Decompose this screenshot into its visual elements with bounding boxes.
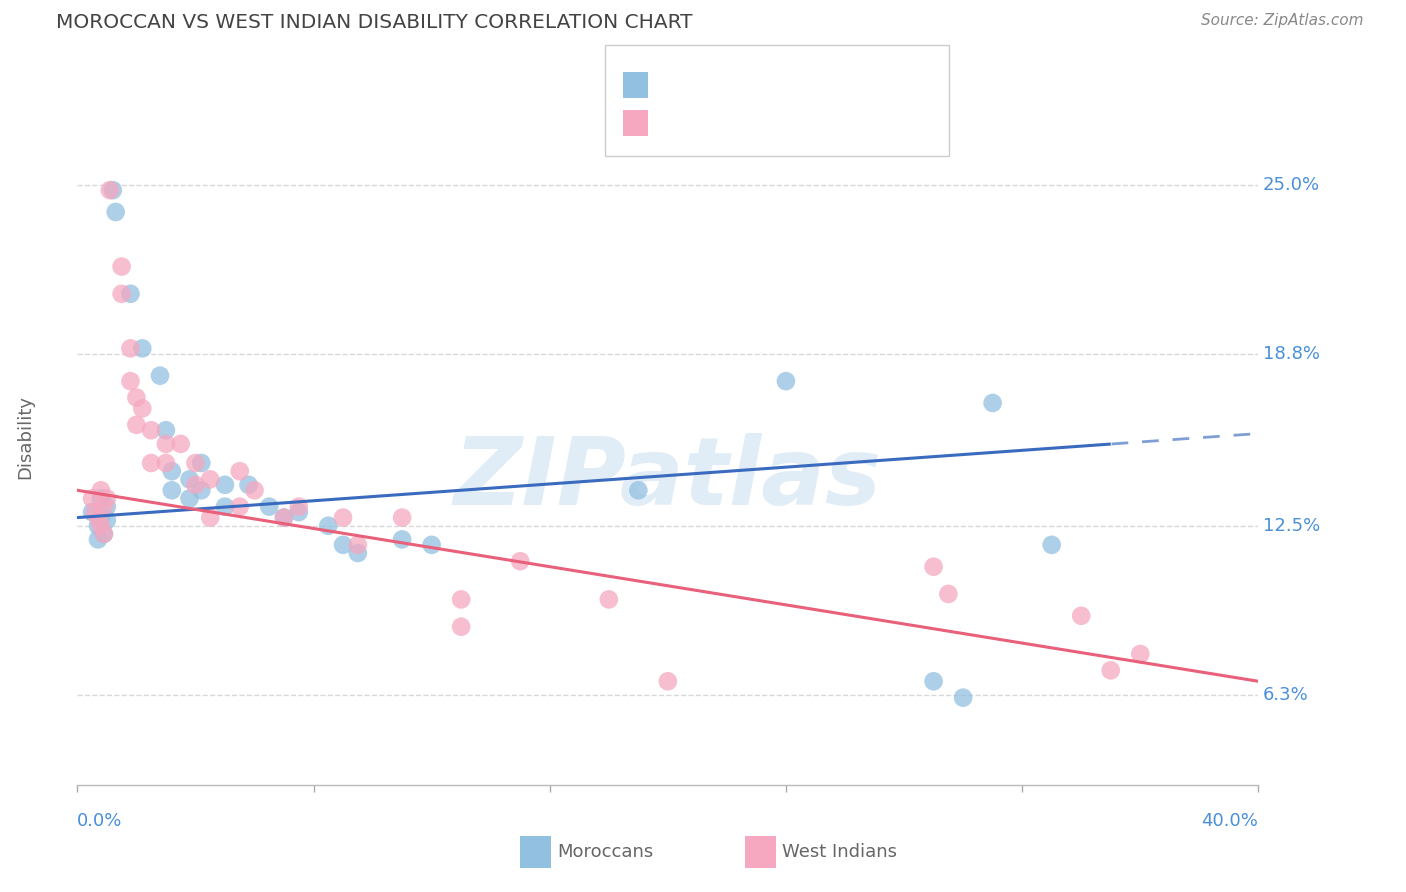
Point: [93, 500, 115, 514]
Point: [90, 510, 112, 524]
Point: [125, 391, 148, 405]
Point: [131, 342, 153, 356]
Point: [184, 478, 207, 492]
Text: R =: R =: [659, 114, 693, 132]
Text: West Indians: West Indians: [782, 843, 897, 861]
Point: [346, 546, 368, 560]
Point: [98, 183, 121, 197]
Text: Moroccans: Moroccans: [557, 843, 652, 861]
Text: 0.0%: 0.0%: [77, 812, 122, 830]
Point: [332, 510, 354, 524]
Text: 12.5%: 12.5%: [1263, 516, 1320, 535]
Point: [93, 527, 115, 541]
Point: [238, 478, 260, 492]
Point: [82, 505, 104, 519]
Point: [90, 483, 112, 498]
Point: [84, 505, 107, 519]
Point: [598, 592, 620, 607]
Point: [141, 456, 163, 470]
Point: [131, 401, 153, 416]
Text: R =: R =: [659, 76, 693, 94]
Point: [149, 368, 172, 383]
Point: [90, 518, 112, 533]
Point: [111, 260, 132, 274]
Point: [259, 500, 281, 514]
Point: [111, 286, 132, 301]
Point: [125, 417, 148, 432]
Point: [318, 518, 340, 533]
Point: [1040, 538, 1063, 552]
Point: [160, 464, 183, 478]
Point: [190, 483, 212, 498]
Point: [82, 491, 104, 506]
Text: N = 43: N = 43: [789, 114, 856, 132]
Point: [120, 286, 142, 301]
Point: [391, 510, 413, 524]
Point: [981, 396, 1004, 410]
Point: [155, 437, 177, 451]
Text: 6.3%: 6.3%: [1263, 686, 1309, 704]
Point: [420, 538, 443, 552]
Point: [332, 538, 354, 552]
Text: 40.0%: 40.0%: [1202, 812, 1258, 830]
Point: [179, 491, 201, 506]
Point: [160, 483, 183, 498]
Text: N = 37: N = 37: [789, 76, 856, 94]
Point: [190, 456, 212, 470]
Point: [104, 205, 127, 219]
Text: Disability: Disability: [17, 395, 34, 479]
Point: [952, 690, 974, 705]
Point: [509, 554, 531, 568]
Point: [346, 538, 368, 552]
Point: [228, 500, 252, 514]
Text: MOROCCAN VS WEST INDIAN DISABILITY CORRELATION CHART: MOROCCAN VS WEST INDIAN DISABILITY CORRE…: [56, 13, 693, 32]
Point: [450, 592, 472, 607]
Point: [155, 423, 177, 437]
Point: [87, 533, 110, 547]
Point: [93, 527, 115, 541]
Point: [1070, 608, 1092, 623]
Point: [96, 513, 118, 527]
Point: [922, 674, 945, 689]
Point: [657, 674, 679, 689]
Point: [170, 437, 193, 451]
Point: [922, 559, 945, 574]
Point: [450, 620, 472, 634]
Point: [90, 491, 112, 506]
Point: [120, 374, 142, 388]
Point: [228, 464, 252, 478]
Point: [120, 342, 142, 356]
Point: [200, 472, 222, 486]
Point: [214, 500, 236, 514]
Point: [96, 491, 118, 506]
Point: [87, 510, 110, 524]
Text: 25.0%: 25.0%: [1263, 176, 1320, 194]
Point: [96, 500, 118, 514]
Point: [288, 505, 311, 519]
Point: [184, 456, 207, 470]
Point: [87, 518, 110, 533]
Point: [101, 183, 124, 197]
Point: [775, 374, 797, 388]
Point: [200, 510, 222, 524]
Point: [1099, 664, 1122, 678]
Point: [273, 510, 295, 524]
Text: -0.307: -0.307: [707, 114, 772, 132]
Text: Source: ZipAtlas.com: Source: ZipAtlas.com: [1201, 13, 1364, 29]
Point: [214, 478, 236, 492]
Text: 0.106: 0.106: [707, 76, 763, 94]
Point: [243, 483, 266, 498]
Point: [938, 587, 960, 601]
Point: [155, 456, 177, 470]
Point: [288, 500, 311, 514]
Point: [627, 483, 650, 498]
Point: [273, 510, 295, 524]
Point: [1129, 647, 1152, 661]
Point: [391, 533, 413, 547]
Point: [141, 423, 163, 437]
Point: [179, 472, 201, 486]
Text: 18.8%: 18.8%: [1263, 345, 1320, 363]
Text: ZIPatlas: ZIPatlas: [454, 433, 882, 524]
